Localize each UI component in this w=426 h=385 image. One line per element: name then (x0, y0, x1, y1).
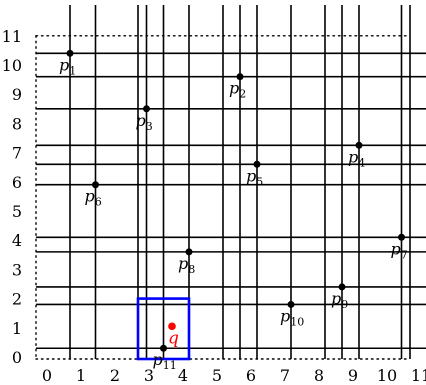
point-label-p8: p8 (178, 254, 195, 276)
point-p3 (143, 105, 150, 113)
point-p1 (66, 49, 74, 57)
y-tick-labels: 0 1 2 3 4 5 6 7 8 9 10 11 (2, 27, 22, 367)
query-point-q (168, 322, 176, 331)
x-tick-labels: 0 1 2 3 4 5 6 7 8 9 10 11 (42, 366, 426, 385)
point-p5 (253, 160, 261, 168)
point-label-p3: p3 (136, 111, 153, 133)
y-tick-4: 4 (12, 231, 22, 250)
y-tick-7: 7 (12, 144, 22, 163)
point-label-p7: p7 (391, 239, 408, 261)
point-p6 (92, 181, 99, 189)
point-label-p1: p1 (59, 55, 76, 77)
x-tick-7: 7 (280, 366, 290, 385)
point-label-p4: p4 (348, 147, 365, 169)
y-tick-0: 0 (12, 348, 22, 367)
x-tick-8: 8 (314, 366, 324, 385)
point-label-p6: p6 (85, 187, 102, 209)
data-points: p1 p2 p3 p4 p5 p6 p7 p8 p9 p10 p11 (59, 49, 408, 372)
y-tick-6: 6 (12, 173, 22, 192)
point-p7 (398, 233, 405, 241)
point-p10 (287, 300, 295, 308)
y-tick-1: 1 (12, 319, 22, 338)
x-tick-5: 5 (212, 366, 222, 385)
y-tick-2: 2 (12, 290, 22, 309)
x-tick-10: 10 (377, 366, 397, 385)
x-tick-0: 0 (42, 366, 52, 385)
x-tick-4: 4 (178, 366, 188, 385)
point-p4 (355, 141, 363, 149)
point-p2 (236, 73, 244, 81)
y-tick-5: 5 (12, 202, 22, 221)
query-point: q (168, 322, 179, 348)
y-tick-11: 11 (2, 27, 22, 46)
x-tick-9: 9 (348, 366, 358, 385)
y-tick-10: 10 (2, 56, 22, 75)
x-tick-11: 11 (411, 366, 426, 385)
y-tick-9: 9 (12, 85, 22, 104)
point-label-p10: p10 (280, 306, 304, 328)
x-tick-3: 3 (144, 366, 154, 385)
point-label-p9: p9 (331, 289, 348, 311)
y-tick-3: 3 (12, 260, 22, 279)
x-tick-1: 1 (76, 366, 86, 385)
x-tick-2: 2 (110, 366, 120, 385)
vertical-grid-lines (69, 5, 411, 359)
point-p9 (338, 283, 346, 291)
dotted-frame (35, 35, 411, 360)
point-p11 (160, 344, 167, 352)
point-label-p11: p11 (153, 350, 177, 372)
y-tick-8: 8 (12, 114, 22, 133)
point-p8 (185, 248, 193, 256)
point-label-p5: p5 (246, 166, 263, 188)
query-rectangle (136, 297, 191, 361)
x-tick-6: 6 (246, 366, 256, 385)
point-label-p2: p2 (229, 79, 246, 101)
query-box (136, 297, 191, 361)
query-label-q: q (168, 328, 179, 348)
